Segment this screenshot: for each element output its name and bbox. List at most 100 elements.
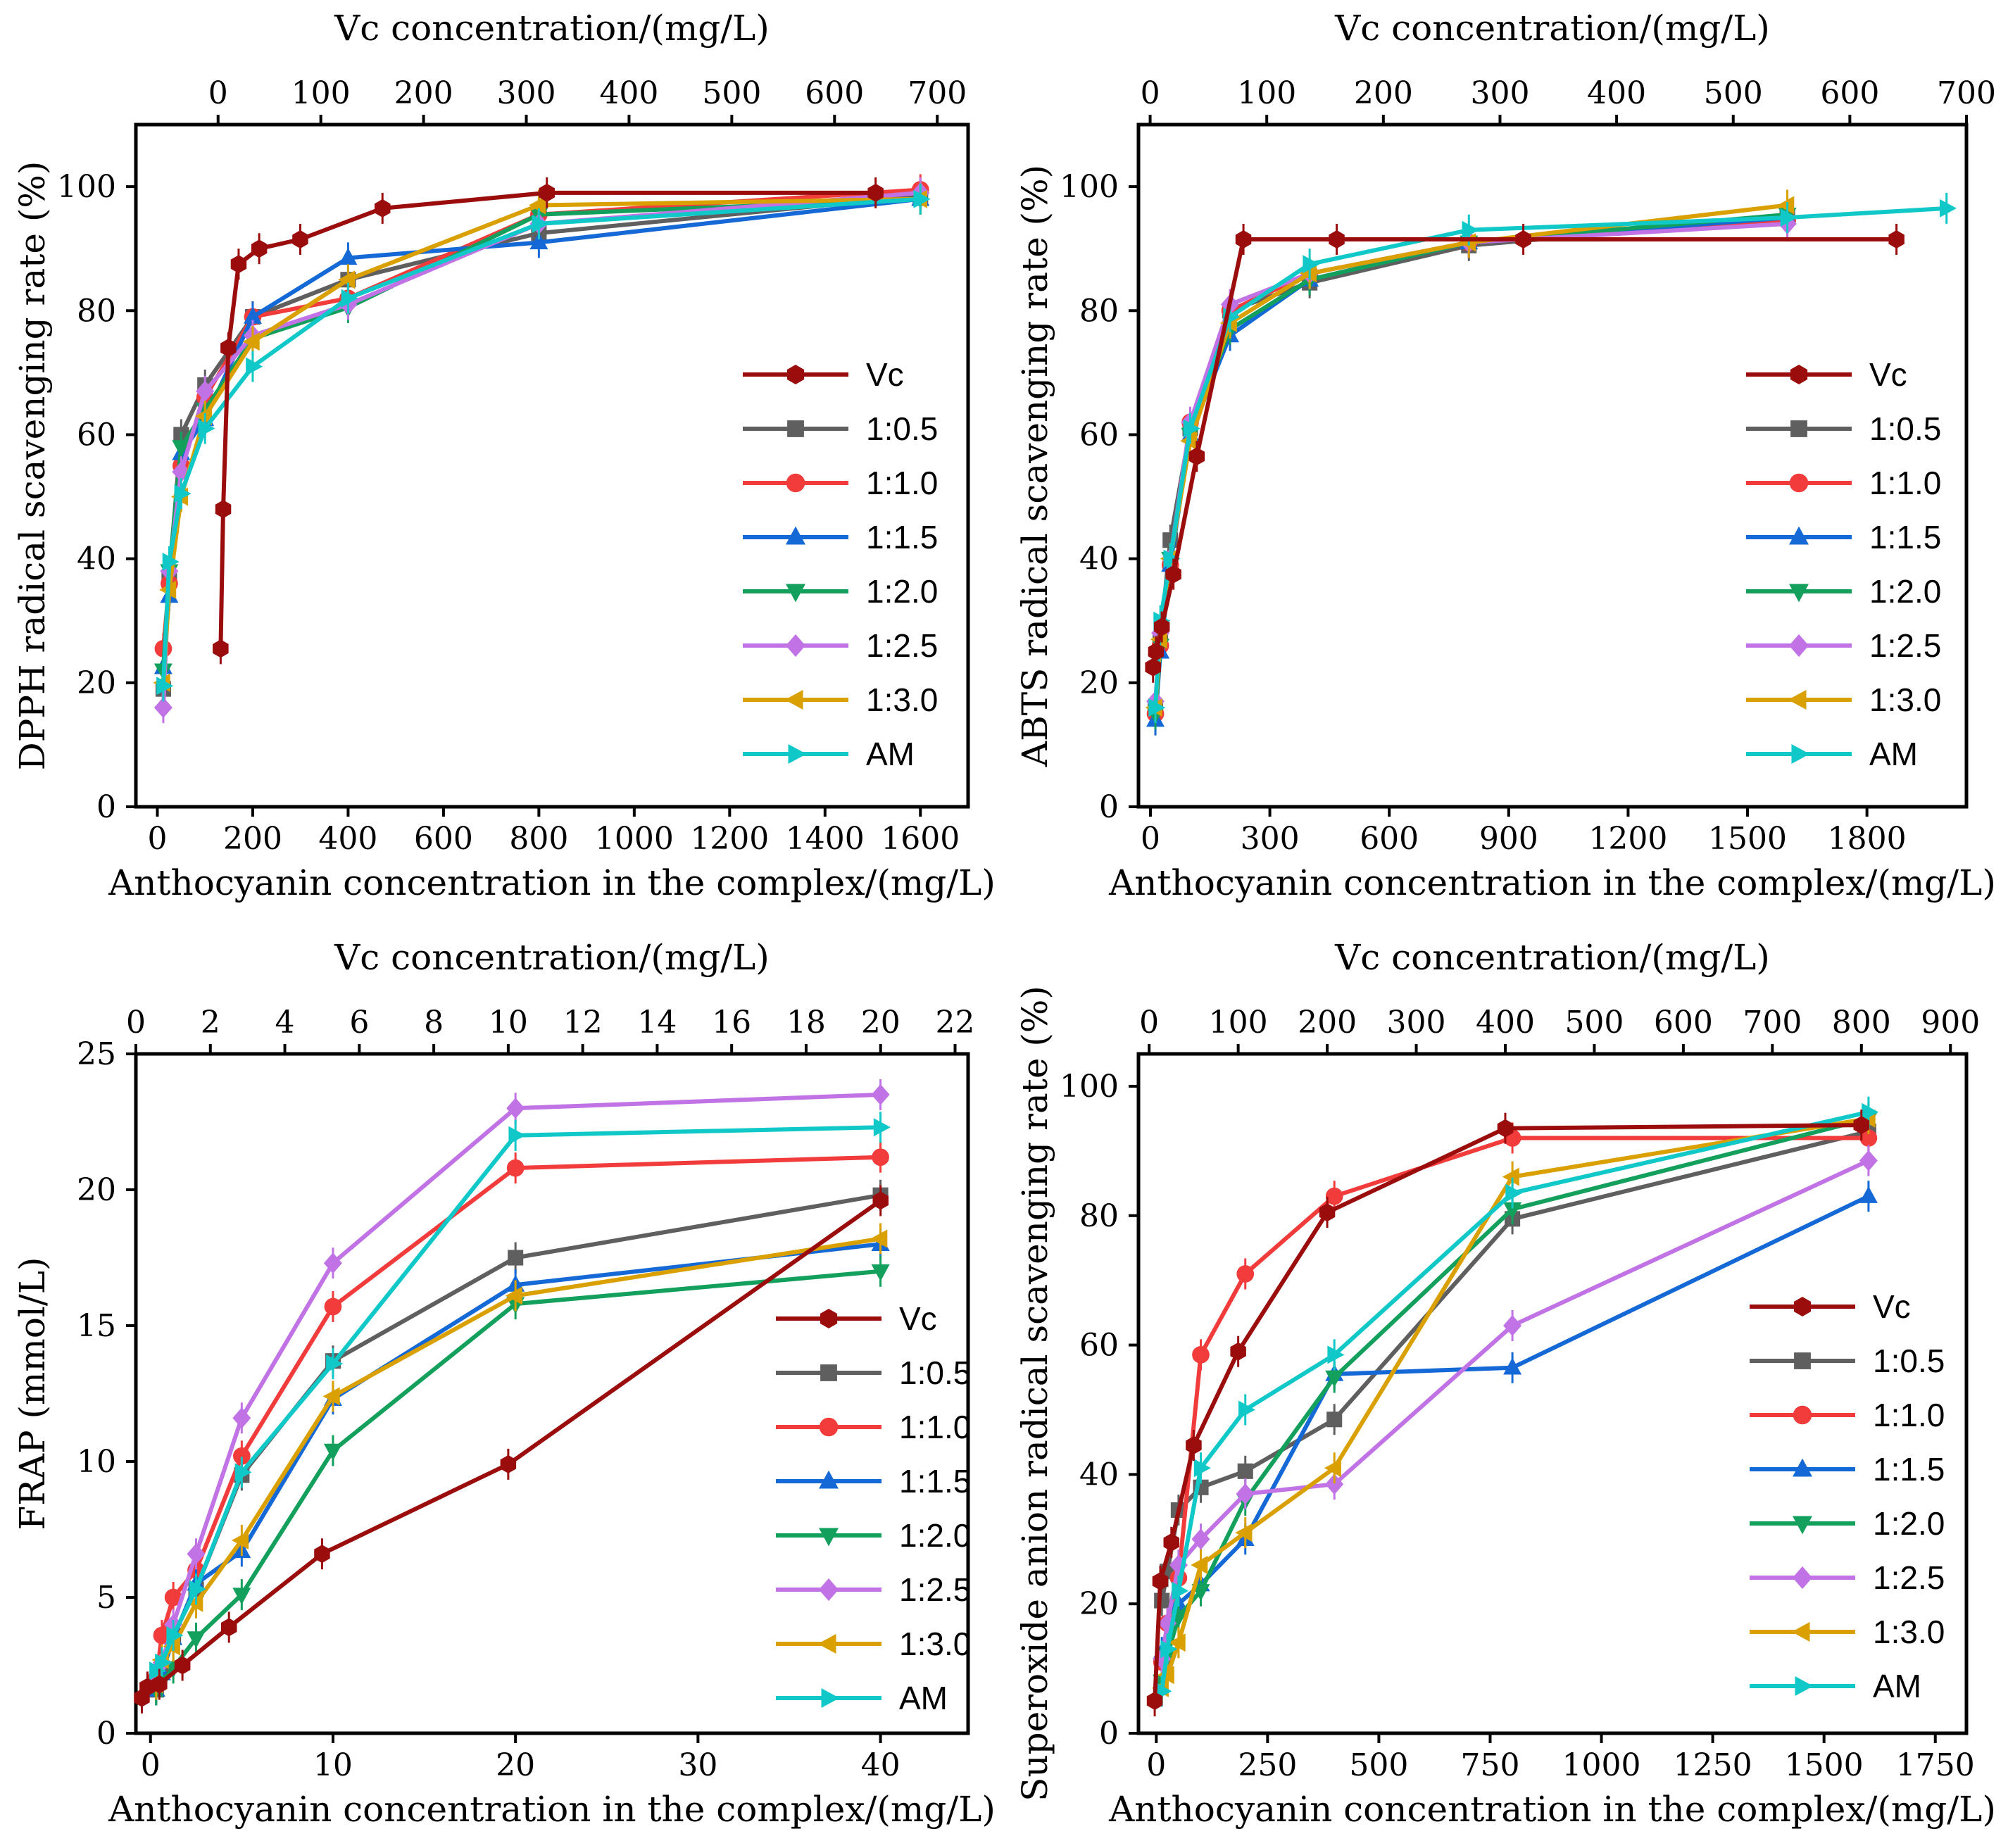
data-point xyxy=(215,500,232,519)
data-point xyxy=(1145,658,1161,677)
legend-label: Vc xyxy=(866,356,904,393)
series-line xyxy=(1153,212,1788,715)
y-tick-label: 20 xyxy=(1079,1586,1119,1622)
data-point xyxy=(506,1098,525,1119)
plot-frame xyxy=(1136,122,1969,809)
legend-item: 1:2.5 xyxy=(1750,1559,1945,1596)
data-point xyxy=(1237,1463,1253,1479)
legend-marker xyxy=(1788,690,1807,710)
x2-tick-label: 700 xyxy=(1743,1005,1802,1041)
legend-item: 1:3.0 xyxy=(1746,681,1941,718)
legend-marker xyxy=(1789,634,1809,658)
x-tick-label: 800 xyxy=(509,821,568,857)
x2-tick-label: 22 xyxy=(935,1005,974,1041)
data-point xyxy=(505,1286,522,1305)
series-1-3-0 xyxy=(1145,189,1795,724)
legend-label: 1:0.5 xyxy=(899,1354,971,1391)
series-line xyxy=(1160,1129,1869,1602)
legend: Vc 1:0.5 1:1.0 1:1.5 1:2.0 1:2.5 1:3.0 AM xyxy=(1750,1288,1945,1704)
series-line xyxy=(1160,1194,1870,1654)
legend-item: 1:1.5 xyxy=(1750,1451,1945,1488)
x2-axis-label: Vc concentration/(mg/L) xyxy=(1334,937,1770,978)
data-point xyxy=(1160,1640,1178,1659)
data-point xyxy=(913,189,931,208)
data-point xyxy=(162,553,180,571)
data-point xyxy=(156,677,174,696)
x2-tick-label: 200 xyxy=(394,75,453,111)
legend-item: 1:1.0 xyxy=(776,1409,971,1445)
data-point xyxy=(155,1653,172,1672)
legend-item: Vc xyxy=(743,356,904,393)
data-point xyxy=(232,1447,251,1465)
series-line xyxy=(161,190,921,708)
y-tick-label: 5 xyxy=(96,1580,116,1616)
data-point xyxy=(375,199,391,218)
legend-label: 1:2.0 xyxy=(899,1517,971,1554)
data-point xyxy=(1325,1473,1344,1495)
data-point xyxy=(1859,1186,1878,1203)
legend-marker xyxy=(786,365,805,384)
legend-label: 1:3.0 xyxy=(1869,681,1941,718)
data-point xyxy=(151,1675,168,1694)
y-tick-label: 80 xyxy=(1079,293,1119,329)
data-point xyxy=(1503,1202,1522,1219)
x2-tick-label: 100 xyxy=(1237,75,1296,111)
series-line xyxy=(161,196,921,686)
data-point xyxy=(508,1250,524,1266)
legend-label: 1:1.5 xyxy=(899,1463,971,1500)
legend-marker xyxy=(1793,1458,1812,1477)
series-line xyxy=(154,1125,881,1672)
series-line xyxy=(1160,1110,1869,1692)
legend-marker xyxy=(786,584,805,603)
data-point xyxy=(213,639,229,658)
x-axis-label: Anthocyanin concentration in the complex… xyxy=(1108,862,1996,903)
x-axis-label: Anthocyanin concentration in the complex… xyxy=(108,862,996,903)
y-tick-label: 15 xyxy=(77,1308,116,1344)
legend-label: 1:2.5 xyxy=(866,627,938,664)
x2-tick-label: 0 xyxy=(208,75,228,111)
data-point xyxy=(1191,1556,1208,1574)
legend-label: 1:2.5 xyxy=(1873,1559,1945,1596)
data-point xyxy=(1888,230,1905,249)
series-line xyxy=(1160,1158,1870,1659)
legend-item: 1:3.0 xyxy=(776,1626,971,1662)
data-point xyxy=(506,1159,525,1177)
series-1-0-5 xyxy=(148,1179,889,1706)
legend-label: 1:0.5 xyxy=(1873,1343,1945,1379)
x-tick-label: 10 xyxy=(313,1747,353,1783)
y-tick-label: 0 xyxy=(96,1716,116,1752)
legend-label: AM xyxy=(1873,1668,1921,1704)
x2-tick-label: 18 xyxy=(786,1005,826,1041)
series-Vc xyxy=(1146,1110,1869,1717)
series-1-1-5 xyxy=(1153,1181,1878,1668)
series-AM xyxy=(1155,1096,1879,1707)
data-point xyxy=(338,270,356,289)
series-1-1-5 xyxy=(153,183,930,683)
data-point xyxy=(1163,1533,1179,1552)
legend-label: 1:0.5 xyxy=(866,410,938,447)
legend-marker xyxy=(786,634,805,658)
data-point xyxy=(1327,1345,1345,1364)
series-AM xyxy=(156,183,931,702)
data-point xyxy=(1324,1459,1341,1478)
data-point xyxy=(1299,264,1317,283)
legend-item: 1:1.0 xyxy=(1746,465,1941,501)
data-point xyxy=(1497,1119,1514,1138)
y-tick-label: 20 xyxy=(77,1172,116,1208)
legend-item: AM xyxy=(1746,736,1918,772)
series-line xyxy=(153,1092,881,1683)
legend-label: 1:1.5 xyxy=(1869,519,1941,555)
x-tick-label: 20 xyxy=(496,1747,535,1783)
series-1-1-5 xyxy=(1146,202,1797,736)
data-point xyxy=(174,1656,191,1675)
series-1-2-5 xyxy=(153,177,930,724)
legend-label: 1:2.0 xyxy=(1873,1505,1945,1542)
data-point xyxy=(194,407,212,425)
series-line xyxy=(161,187,921,649)
x-tick-label: 1500 xyxy=(1708,821,1787,857)
data-point xyxy=(529,196,546,215)
series-1-2-5 xyxy=(1153,1145,1878,1675)
legend: Vc 1:0.5 1:1.0 1:1.5 1:2.0 1:2.5 1:3.0 AM xyxy=(1746,356,1941,772)
x-tick-label: 40 xyxy=(861,1747,901,1783)
